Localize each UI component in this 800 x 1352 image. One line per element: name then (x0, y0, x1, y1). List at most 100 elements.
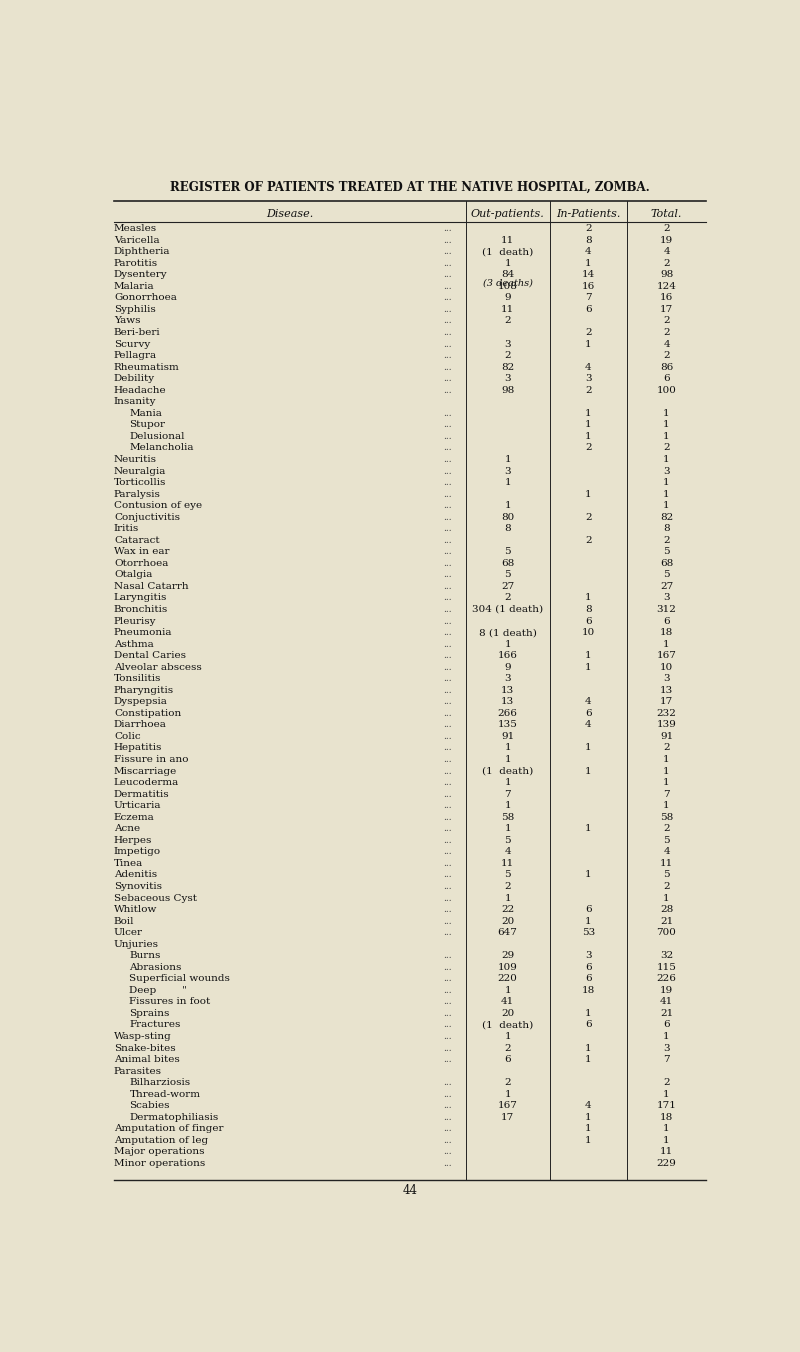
Text: 1: 1 (663, 779, 670, 787)
Text: 2: 2 (663, 443, 670, 453)
Text: 80: 80 (501, 512, 514, 522)
Text: 11: 11 (660, 1148, 673, 1156)
Text: Constipation: Constipation (114, 708, 181, 718)
Text: Cataract: Cataract (114, 535, 159, 545)
Text: 53: 53 (582, 927, 595, 937)
Text: 9: 9 (504, 293, 511, 303)
Text: 7: 7 (663, 790, 670, 799)
Text: 1: 1 (585, 917, 591, 926)
Text: ...: ... (443, 767, 452, 776)
Text: 4: 4 (585, 698, 591, 706)
Text: 58: 58 (501, 813, 514, 822)
Text: ...: ... (443, 1148, 452, 1156)
Text: 1: 1 (663, 502, 670, 510)
Text: ...: ... (443, 581, 452, 591)
Text: 84: 84 (501, 270, 514, 280)
Text: 82: 82 (501, 362, 514, 372)
Text: 1: 1 (663, 431, 670, 441)
Text: 5: 5 (663, 571, 670, 580)
Text: 3: 3 (585, 952, 591, 960)
Text: ...: ... (443, 489, 452, 499)
Text: 700: 700 (657, 927, 677, 937)
Text: ...: ... (443, 1102, 452, 1110)
Text: 58: 58 (660, 813, 673, 822)
Text: 167: 167 (498, 1102, 518, 1110)
Text: Miscarriage: Miscarriage (114, 767, 178, 776)
Text: Alveolar abscess: Alveolar abscess (114, 662, 202, 672)
Text: 3: 3 (585, 375, 591, 383)
Text: ...: ... (443, 894, 452, 903)
Text: ...: ... (443, 917, 452, 926)
Text: 17: 17 (660, 306, 673, 314)
Text: 1: 1 (504, 258, 511, 268)
Text: 4: 4 (585, 721, 591, 729)
Text: 6: 6 (585, 963, 591, 972)
Text: 4: 4 (504, 848, 511, 856)
Text: 4: 4 (663, 247, 670, 257)
Text: 2: 2 (663, 352, 670, 360)
Text: ...: ... (443, 479, 452, 487)
Text: ...: ... (443, 836, 452, 845)
Text: 5: 5 (663, 548, 670, 556)
Text: Fissures in foot: Fissures in foot (130, 998, 210, 1006)
Text: 6: 6 (585, 904, 591, 914)
Text: ...: ... (443, 339, 452, 349)
Text: (1  death): (1 death) (482, 767, 534, 776)
Text: Contusion of eye: Contusion of eye (114, 502, 202, 510)
Text: Stupor: Stupor (130, 420, 166, 430)
Text: Superficial wounds: Superficial wounds (130, 975, 230, 983)
Text: ...: ... (443, 316, 452, 326)
Text: 1: 1 (504, 894, 511, 903)
Text: 1: 1 (585, 767, 591, 776)
Text: Pharyngitis: Pharyngitis (114, 685, 174, 695)
Text: 4: 4 (585, 362, 591, 372)
Text: 6: 6 (504, 1055, 511, 1064)
Text: 18: 18 (582, 986, 595, 995)
Text: ...: ... (443, 420, 452, 430)
Text: ...: ... (443, 731, 452, 741)
Text: 21: 21 (660, 917, 673, 926)
Text: 16: 16 (582, 281, 595, 291)
Text: Wax in ear: Wax in ear (114, 548, 170, 556)
Text: 1: 1 (585, 420, 591, 430)
Text: 68: 68 (501, 558, 514, 568)
Text: Abrasions: Abrasions (130, 963, 182, 972)
Text: 1: 1 (504, 744, 511, 753)
Text: 18: 18 (660, 1113, 673, 1122)
Text: Neuritis: Neuritis (114, 456, 157, 464)
Text: ...: ... (443, 698, 452, 706)
Text: ...: ... (443, 652, 452, 660)
Text: ...: ... (443, 1078, 452, 1087)
Text: 171: 171 (657, 1102, 677, 1110)
Text: 8: 8 (585, 235, 591, 245)
Text: Paralysis: Paralysis (114, 489, 161, 499)
Text: Amputation of finger: Amputation of finger (114, 1125, 223, 1133)
Text: ...: ... (443, 848, 452, 856)
Text: 1: 1 (585, 652, 591, 660)
Text: Hepatitis: Hepatitis (114, 744, 162, 753)
Text: Gonorrhoea: Gonorrhoea (114, 293, 177, 303)
Text: ...: ... (443, 258, 452, 268)
Text: 304 (1 death): 304 (1 death) (472, 604, 543, 614)
Text: 8: 8 (663, 525, 670, 533)
Text: ...: ... (443, 502, 452, 510)
Text: ...: ... (443, 431, 452, 441)
Text: ...: ... (443, 548, 452, 556)
Text: 1: 1 (585, 1044, 591, 1052)
Text: Herpes: Herpes (114, 836, 152, 845)
Text: 1: 1 (585, 662, 591, 672)
Text: 6: 6 (585, 975, 591, 983)
Text: ...: ... (443, 744, 452, 753)
Text: ...: ... (443, 802, 452, 810)
Text: 7: 7 (504, 790, 511, 799)
Text: 18: 18 (660, 629, 673, 637)
Text: 3: 3 (504, 675, 511, 683)
Text: 312: 312 (657, 604, 677, 614)
Text: 3: 3 (504, 339, 511, 349)
Text: Diphtheria: Diphtheria (114, 247, 170, 257)
Text: Varicella: Varicella (114, 235, 159, 245)
Text: 1: 1 (663, 639, 670, 649)
Text: 10: 10 (582, 629, 595, 637)
Text: 2: 2 (663, 316, 670, 326)
Text: 11: 11 (501, 235, 514, 245)
